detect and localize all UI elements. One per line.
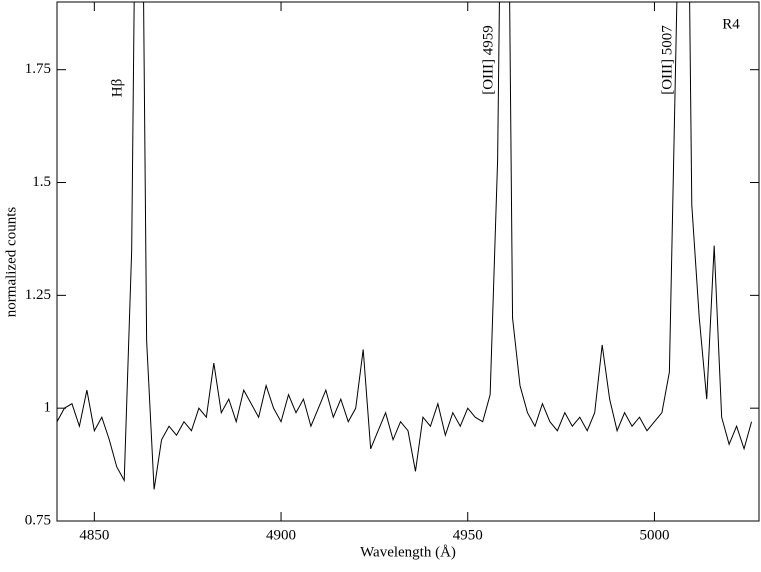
y-tick-label: 0.75 — [25, 512, 51, 528]
y-tick-label: 1.5 — [32, 174, 51, 190]
x-tick-label: 4950 — [453, 527, 483, 543]
plot-area — [57, 2, 753, 490]
x-axis-label: Wavelength (Å) — [360, 544, 456, 560]
annotation: Hβ — [109, 79, 125, 97]
annotation: [OIII] 4959 — [480, 25, 496, 95]
annotation: [OIII] 5007 — [659, 25, 675, 95]
plot-frame — [56, 1, 760, 522]
x-tick-label: 4850 — [79, 527, 109, 543]
spectrum-line — [57, 2, 753, 490]
y-axis-label: normalized counts — [3, 207, 19, 318]
x-tick-label: 4900 — [266, 527, 296, 543]
y-tick-label: 1 — [44, 400, 52, 416]
y-tick-label: 1.25 — [25, 287, 51, 303]
x-tick-label: 5000 — [639, 527, 669, 543]
annotation: R4 — [722, 16, 740, 32]
y-tick-label: 1.75 — [25, 61, 51, 77]
